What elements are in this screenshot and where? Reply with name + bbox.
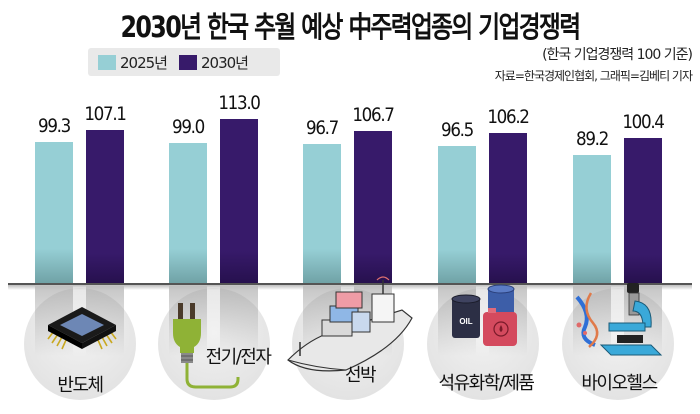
value-label-2025-shipbuilding: 96.7 bbox=[306, 117, 339, 139]
legend: 2025년 2030년 bbox=[88, 48, 280, 76]
bar-2025-petrochem bbox=[438, 146, 476, 284]
legend-label-2030: 2030년 bbox=[200, 53, 249, 72]
semiconductor-chip-icon bbox=[47, 307, 117, 350]
bar-2030-electronics bbox=[220, 119, 258, 284]
bar-2030-biohealth bbox=[624, 138, 662, 284]
bar-2025-biohealth bbox=[573, 155, 611, 284]
value-label-2030-biohealth: 100.4 bbox=[622, 111, 665, 133]
value-label-2025-semiconductor: 99.3 bbox=[38, 115, 71, 137]
legend-item-2030: 2030년 bbox=[178, 52, 249, 73]
legend-swatch-2030 bbox=[178, 54, 197, 70]
electric-plug-icon bbox=[173, 303, 240, 389]
value-label-2030-electronics: 113.0 bbox=[218, 92, 261, 114]
bar-2025-shipbuilding bbox=[303, 144, 341, 284]
chart-title: 2030년 한국 추월 예상 中주력업종의 기업경쟁력 bbox=[120, 10, 581, 44]
bar-2030-petrochem bbox=[489, 133, 527, 284]
value-label-2025-biohealth: 89.2 bbox=[576, 128, 609, 150]
bar-2030-shipbuilding bbox=[354, 131, 392, 284]
value-label-2025-electronics: 99.0 bbox=[172, 116, 205, 138]
container-ship-icon bbox=[287, 276, 413, 372]
category-label-petrochem: 석유화학/제품 bbox=[438, 373, 535, 394]
category-label-semiconductor: 반도체 bbox=[57, 375, 104, 396]
source-note: 자료=한국경제인협회, 그래픽=김베티 기자 bbox=[494, 69, 693, 83]
unit-note: (한국 기업경쟁력 100 기준) bbox=[542, 47, 693, 63]
value-label-2030-petrochem: 106.2 bbox=[487, 106, 530, 128]
svg-text:OIL: OIL bbox=[459, 317, 472, 326]
category-label-biohealth: 바이오헬스 bbox=[581, 373, 658, 394]
bar-shadow bbox=[220, 286, 258, 356]
value-label-2030-semiconductor: 107.1 bbox=[84, 103, 127, 125]
category-label-electronics: 전기/전자 bbox=[205, 347, 272, 368]
value-label-2030-shipbuilding: 106.7 bbox=[352, 104, 395, 126]
legend-swatch-2025 bbox=[98, 54, 116, 70]
category-label-shipbuilding: 선박 bbox=[344, 365, 377, 386]
bar-2025-semiconductor bbox=[35, 142, 73, 284]
legend-label-2025: 2025년 bbox=[120, 53, 168, 72]
microscope-dna-icon bbox=[575, 283, 663, 356]
baseline-shadow bbox=[8, 285, 692, 290]
legend-item-2025: 2025년 bbox=[98, 52, 168, 73]
bar-2030-semiconductor bbox=[86, 130, 124, 284]
oil-barrels-icon: OIL bbox=[451, 284, 517, 346]
value-label-2025-petrochem: 96.5 bbox=[441, 119, 474, 141]
bar-2025-electronics bbox=[169, 143, 207, 284]
x-axis-baseline bbox=[8, 283, 692, 285]
